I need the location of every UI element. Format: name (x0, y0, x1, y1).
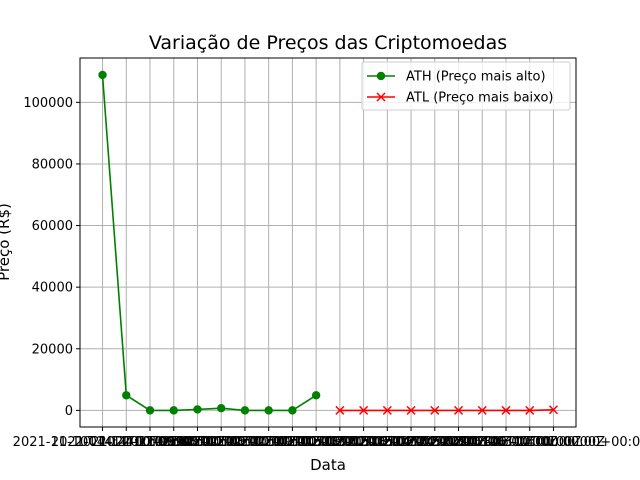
data-point (264, 406, 273, 415)
x-tick-label: 2021-04-14T00:00:00Z (51, 435, 202, 450)
marker-stroke (335, 405, 345, 415)
marker-stroke (548, 405, 558, 415)
marker-stroke (525, 405, 535, 415)
x-axis-label: Data (310, 456, 346, 474)
legend-label: ATL (Preço mais baixo) (406, 91, 553, 106)
plot-frame (79, 57, 577, 428)
x-axis-ticks: 2021-11-10T14:24:11.999Z2021-04-14T00:00… (13, 427, 640, 450)
x-tick-label: 2021-11-10T14:24:11.999Z (13, 435, 193, 450)
legend-marker (376, 71, 386, 81)
x-tick-label: 2015-10-20T00:00:00Z (288, 435, 439, 450)
data-point (335, 405, 345, 415)
legend-marker (376, 92, 386, 102)
data-point (288, 406, 297, 415)
y-tick-label: 40000 (32, 281, 73, 296)
marker-stroke (477, 405, 487, 415)
x-tick-label: 2013-06-17T00:00:00Z (454, 435, 605, 450)
y-tick-label: 80000 (32, 157, 73, 172)
data-point (477, 405, 487, 415)
x-tick-label: 2018-03-14T00:00:00+00:00 (458, 435, 640, 450)
x-tick-label: 2015-10-06T00:00:00Z (407, 435, 558, 450)
legend: ATH (Preço mais alto) ATL (Preço mais bai… (361, 61, 571, 111)
y-axis-label: Preço (R$) (0, 203, 13, 281)
data-point (145, 406, 155, 415)
data-point (122, 391, 131, 400)
legend-box (361, 61, 571, 111)
data-point (430, 405, 440, 415)
series-line-1 (339, 409, 554, 412)
data-point (548, 405, 558, 415)
data-point (359, 405, 369, 415)
grid-lines (80, 58, 576, 427)
x-tick-label: 2017-12-22T00:00:00Z (383, 435, 534, 450)
x-tick-label: 2021-05-10T00:00:00Z (146, 435, 297, 450)
y-tick-label: 60000 (32, 219, 73, 234)
data-point (525, 405, 535, 415)
x-tick-label: 2015-01-14T00:00:00Z (336, 435, 487, 450)
x-tick-label: 2021-11-10T00:00:00Z (241, 435, 392, 450)
x-tick-label: 2015-08-24T00:00:00Z (359, 435, 510, 450)
x-tick-label: 2021-11-09T00:00:00Z (217, 435, 368, 450)
y-tick-label: 100000 (23, 96, 73, 111)
data-point (217, 404, 226, 413)
x-tick-label: 2021-11-09T00:00:00Z (98, 435, 249, 450)
marker-stroke (359, 405, 369, 415)
data-point (382, 405, 392, 415)
data-point (169, 406, 178, 415)
legend-entry-0: ATH (Preço mais alto) (367, 70, 546, 85)
marker-stroke (406, 405, 416, 415)
marker-stroke (453, 405, 464, 415)
marker-stroke (501, 405, 511, 415)
x-tick-label: 2021-05-08T00:00:00Z (122, 435, 273, 450)
legend-entries: ATH (Preço mais alto) ATL (Preço mais bai… (367, 70, 553, 106)
data-point (311, 391, 321, 400)
marker-stroke (430, 405, 440, 415)
data-point (240, 406, 250, 415)
legend-label: ATH (Preço mais alto) (406, 70, 546, 85)
data-point (501, 405, 511, 415)
data-point (453, 405, 464, 415)
x-tick-label: 2013-12-18T00:00:00Z (312, 435, 463, 450)
y-tick-label: 20000 (32, 342, 73, 357)
data-point (406, 405, 416, 415)
data-point (98, 70, 107, 80)
series-line-0 (101, 74, 317, 412)
x-tick-label: 2018-12-06T00:00:00Z (431, 435, 582, 450)
y-axis-ticks: 0 20000 40000 60000 80000 100000 (23, 96, 80, 419)
chart-title: Variação de Preços das Criptomoedas (149, 32, 507, 54)
series-layer (98, 70, 558, 415)
x-tick-label: 2021-11-10T00:00:00Z (75, 435, 226, 450)
marker-stroke (382, 405, 392, 415)
y-tick-label: 0 (65, 404, 73, 419)
x-tick-label: 2021-11-10T00:00:00Z (193, 435, 344, 450)
x-tick-label: 2021-11-08T00:00:00Z (170, 435, 321, 450)
legend-entry-1: ATL (Preço mais baixo) (367, 91, 553, 106)
data-point (193, 405, 202, 414)
x-tick-label: 2011-11-18T00:00:00Z (264, 435, 415, 450)
